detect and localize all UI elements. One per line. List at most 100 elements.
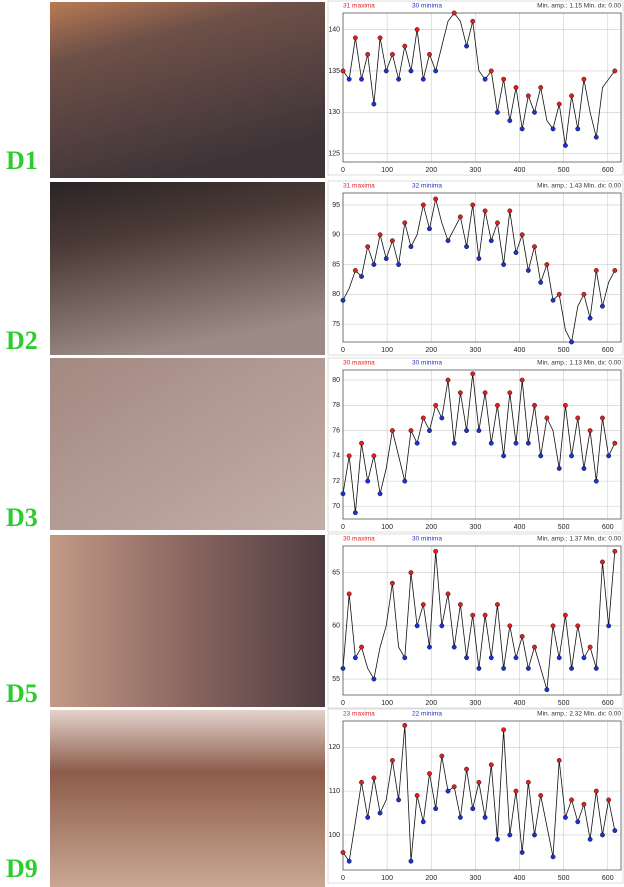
minima-count: 32 minima xyxy=(412,183,442,190)
x-tick-label: 400 xyxy=(514,347,526,354)
maximum-marker xyxy=(563,403,567,407)
minimum-marker xyxy=(501,262,505,266)
minimum-marker xyxy=(384,69,388,73)
x-tick-label: 200 xyxy=(425,167,437,174)
minimum-marker xyxy=(415,624,419,628)
minimum-marker xyxy=(520,127,524,131)
x-tick-label: 400 xyxy=(514,167,526,174)
maximum-marker xyxy=(545,262,549,266)
maximum-marker xyxy=(483,613,487,617)
minimum-marker xyxy=(532,833,536,837)
maximum-marker xyxy=(501,728,505,732)
maximum-marker xyxy=(489,69,493,73)
maximum-marker xyxy=(347,454,351,458)
minima-count: 30 minima xyxy=(412,536,442,543)
minimum-marker xyxy=(563,815,567,819)
maximum-marker xyxy=(390,428,394,432)
maximum-marker xyxy=(520,233,524,237)
x-tick-label: 0 xyxy=(341,167,345,174)
minimum-marker xyxy=(551,298,555,302)
micrograph xyxy=(50,182,325,355)
maximum-marker xyxy=(582,77,586,81)
maximum-marker xyxy=(508,391,512,395)
maximum-marker xyxy=(390,581,394,585)
minimum-marker xyxy=(582,466,586,470)
x-tick-label: 600 xyxy=(602,524,614,531)
minimum-marker xyxy=(551,855,555,859)
minimum-marker xyxy=(440,624,444,628)
x-tick-label: 600 xyxy=(602,347,614,354)
maximum-marker xyxy=(495,602,499,606)
maximum-marker xyxy=(403,44,407,48)
maximum-marker xyxy=(421,416,425,420)
maximum-marker xyxy=(508,624,512,628)
maximum-marker xyxy=(378,36,382,40)
y-tick-label: 65 xyxy=(332,569,340,576)
maximum-marker xyxy=(378,233,382,237)
minimum-marker xyxy=(366,479,370,483)
maximum-marker xyxy=(557,292,561,296)
minimum-marker xyxy=(514,441,518,445)
maximum-marker xyxy=(433,549,437,553)
minimum-marker xyxy=(489,656,493,660)
maximum-marker xyxy=(452,785,456,789)
micrograph xyxy=(50,535,325,707)
maximum-marker xyxy=(576,416,580,420)
minimum-marker xyxy=(372,677,376,681)
micrograph xyxy=(50,710,325,887)
minimum-marker xyxy=(588,837,592,841)
minimum-marker xyxy=(341,298,345,302)
minimum-marker xyxy=(538,454,542,458)
x-tick-label: 500 xyxy=(558,700,570,707)
maximum-marker xyxy=(403,221,407,225)
minimum-marker xyxy=(606,454,610,458)
panel-label: D3 xyxy=(6,503,38,532)
maximum-marker xyxy=(390,238,394,242)
x-tick-label: 300 xyxy=(470,875,482,882)
minimum-marker xyxy=(557,466,561,470)
minimum-marker xyxy=(563,143,567,147)
y-tick-label: 70 xyxy=(332,503,340,510)
maximum-marker xyxy=(390,52,394,56)
minimum-marker xyxy=(464,656,468,660)
y-tick-label: 135 xyxy=(328,68,340,75)
x-tick-label: 600 xyxy=(602,167,614,174)
maxima-count: 31 maxima xyxy=(343,183,375,190)
minimum-marker xyxy=(372,262,376,266)
maximum-marker xyxy=(600,560,604,564)
maximum-marker xyxy=(545,416,549,420)
minimum-marker xyxy=(594,479,598,483)
maximum-marker xyxy=(440,754,444,758)
maximum-marker xyxy=(514,789,518,793)
minimum-marker xyxy=(347,77,351,81)
maxima-count: 30 maxima xyxy=(343,536,375,543)
maximum-marker xyxy=(427,52,431,56)
minimum-marker xyxy=(353,656,357,660)
minimum-marker xyxy=(569,454,573,458)
y-tick-label: 80 xyxy=(332,291,340,298)
x-tick-label: 500 xyxy=(558,524,570,531)
minimum-marker xyxy=(427,645,431,649)
maximum-marker xyxy=(372,776,376,780)
maximum-marker xyxy=(569,798,573,802)
maximum-marker xyxy=(489,763,493,767)
x-tick-label: 100 xyxy=(381,347,393,354)
x-tick-label: 0 xyxy=(341,524,345,531)
maximum-marker xyxy=(594,789,598,793)
settings-info: Min. amp.: 1.43 Min. dx: 0.00 xyxy=(537,183,621,190)
minimum-marker xyxy=(538,280,542,284)
minimum-marker xyxy=(483,77,487,81)
minimum-marker xyxy=(576,127,580,131)
maximum-marker xyxy=(613,69,617,73)
maximum-marker xyxy=(514,85,518,89)
minimum-marker xyxy=(582,656,586,660)
maximum-marker xyxy=(606,798,610,802)
minimum-marker xyxy=(477,256,481,260)
maximum-marker xyxy=(446,378,450,382)
maximum-marker xyxy=(347,592,351,596)
minimum-marker xyxy=(433,69,437,73)
minimum-marker xyxy=(464,244,468,248)
settings-info: Min. amp.: 1.37 Min. dx: 0.00 xyxy=(537,536,621,543)
x-tick-label: 400 xyxy=(514,524,526,531)
minima-count: 22 minima xyxy=(412,711,442,718)
